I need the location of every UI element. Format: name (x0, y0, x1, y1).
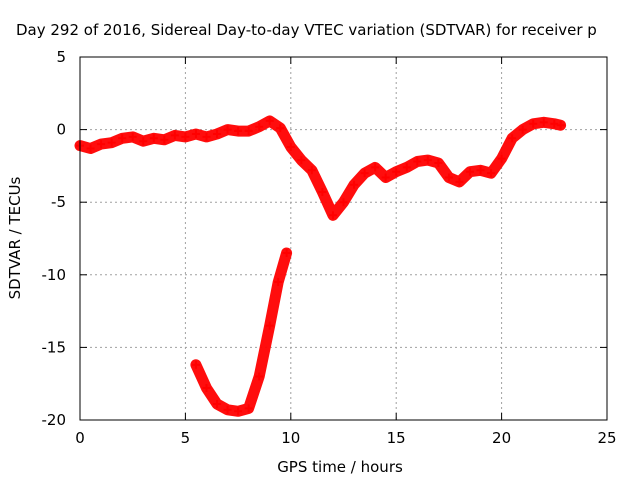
data-point (255, 122, 264, 131)
data-point (371, 163, 380, 172)
data-series (74, 115, 567, 417)
series-band (74, 115, 567, 221)
data-point (234, 127, 243, 136)
data-point (160, 135, 169, 144)
data-point (191, 360, 200, 369)
plot-frame (79, 56, 608, 421)
data-point (170, 131, 179, 140)
data-point (328, 211, 337, 220)
data-point (213, 129, 222, 138)
data-point (550, 119, 559, 128)
data-point (402, 163, 411, 172)
x-tick-label: 10 (281, 429, 300, 447)
data-point (455, 177, 464, 186)
y-tick-label: -20 (42, 411, 67, 429)
data-point (360, 169, 369, 178)
data-point (202, 132, 211, 141)
data-point (255, 372, 264, 381)
data-point (234, 407, 243, 416)
data-point (286, 143, 295, 152)
data-point (139, 137, 148, 146)
data-point (487, 169, 496, 178)
data-point (497, 154, 506, 163)
data-point (476, 166, 485, 175)
x-tick-label: 25 (597, 429, 616, 447)
data-point (350, 180, 359, 189)
data-point (181, 132, 190, 141)
y-tick-label: -15 (42, 338, 67, 356)
data-point (518, 125, 527, 134)
data-point (423, 156, 432, 165)
data-point (128, 132, 137, 141)
y-tick-label: 5 (56, 48, 66, 66)
x-tick-label: 15 (387, 429, 406, 447)
data-point (149, 134, 158, 143)
data-point (392, 167, 401, 176)
data-point (86, 144, 95, 153)
data-point (529, 119, 538, 128)
data-point (265, 321, 274, 330)
data-point (202, 384, 211, 393)
x-tick-label: 5 (181, 429, 191, 447)
data-point (318, 188, 327, 197)
data-point (307, 166, 316, 175)
data-point (556, 121, 565, 130)
data-point (297, 156, 306, 165)
data-point (213, 400, 222, 409)
data-point (223, 405, 232, 414)
data-point (244, 127, 253, 136)
data-point (413, 157, 422, 166)
data-point (191, 129, 200, 138)
x-tick-label: 20 (492, 429, 511, 447)
y-tick-labels: -20 -15 -10 -5 0 5 (42, 48, 67, 429)
data-point (539, 118, 548, 127)
x-axis-label: GPS time / hours (277, 458, 403, 476)
y-tick-label: -10 (42, 266, 67, 284)
data-point (107, 138, 116, 147)
x-tick-label: 0 (75, 429, 85, 447)
data-point (465, 167, 474, 176)
data-point (276, 124, 285, 133)
data-point (223, 125, 232, 134)
y-tick-label: -5 (51, 193, 66, 211)
axis-ticks (79, 56, 608, 421)
chart-title: Day 292 of 2016, Sidereal Day-to-day VTE… (16, 21, 597, 39)
data-point (434, 158, 443, 167)
series-band (190, 247, 293, 417)
data-point (97, 140, 106, 149)
series-dip (190, 247, 293, 417)
data-point (444, 173, 453, 182)
data-point (274, 278, 283, 287)
data-point (508, 134, 517, 143)
data-point (339, 198, 348, 207)
x-tick-labels: 0 5 10 15 20 25 (75, 429, 616, 447)
data-point (282, 249, 291, 258)
y-tick-label: 0 (56, 121, 66, 139)
y-axis-label: SDTVAR / TECUs (6, 176, 24, 299)
data-point (118, 134, 127, 143)
data-point (381, 173, 390, 182)
series-main (74, 115, 567, 221)
data-point (265, 116, 274, 125)
data-point (244, 404, 253, 413)
grid-lines (80, 57, 607, 420)
